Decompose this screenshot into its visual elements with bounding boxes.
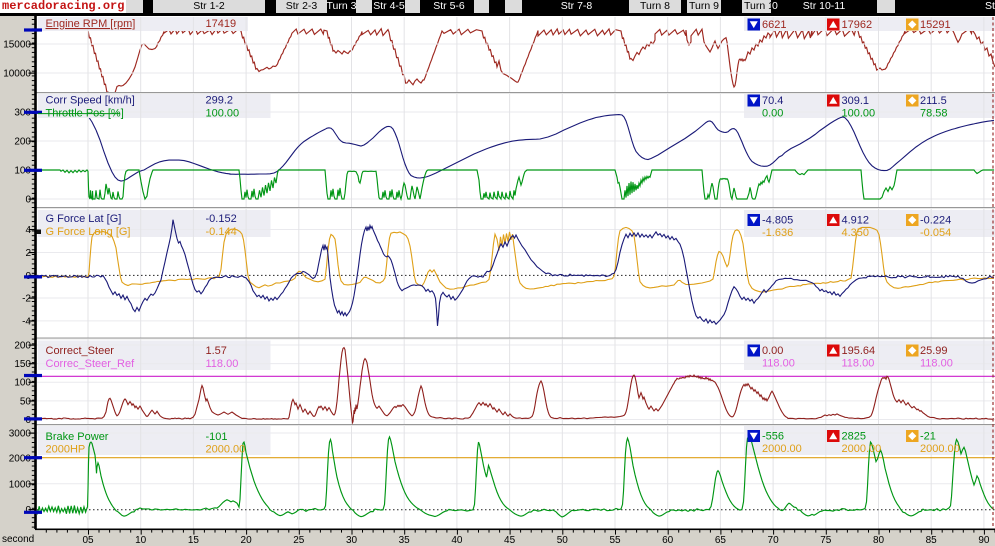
svg-text:-101: -101: [206, 431, 228, 443]
svg-text:-21: -21: [920, 431, 936, 443]
svg-text:25: 25: [293, 535, 305, 546]
svg-text:1.57: 1.57: [206, 345, 227, 357]
svg-text:2825: 2825: [842, 431, 866, 443]
svg-text:118.00: 118.00: [842, 358, 875, 370]
svg-text:Brake Power: Brake Power: [46, 431, 109, 443]
svg-text:50: 50: [557, 535, 569, 546]
svg-text:-1.636: -1.636: [762, 227, 793, 239]
svg-text:70.4: 70.4: [762, 95, 783, 107]
svg-text:-2: -2: [22, 294, 31, 305]
svg-text:2000.00: 2000.00: [920, 443, 960, 455]
svg-text:17962: 17962: [842, 19, 873, 31]
svg-text:10000: 10000: [3, 69, 31, 80]
svg-text:4: 4: [25, 225, 31, 236]
svg-text:90: 90: [978, 535, 990, 546]
svg-text:211.5: 211.5: [920, 95, 947, 107]
svg-text:6621: 6621: [762, 19, 786, 31]
svg-text:3000: 3000: [9, 429, 32, 440]
svg-text:Corr Speed [km/h]: Corr Speed [km/h]: [46, 95, 135, 107]
svg-text:55: 55: [609, 535, 621, 546]
svg-text:2: 2: [25, 248, 31, 259]
svg-text:100.00: 100.00: [206, 108, 240, 120]
svg-text:50: 50: [20, 396, 32, 407]
svg-text:4.350: 4.350: [842, 227, 870, 239]
svg-text:200: 200: [14, 137, 31, 148]
svg-text:60: 60: [662, 535, 674, 546]
svg-text:-0.152: -0.152: [206, 213, 237, 225]
svg-text:second: second: [2, 534, 34, 545]
svg-text:15291: 15291: [920, 19, 951, 31]
svg-text:45: 45: [504, 535, 516, 546]
svg-text:Engine RPM [rpm]: Engine RPM [rpm]: [46, 18, 136, 30]
svg-text:05: 05: [82, 535, 94, 546]
svg-text:300: 300: [14, 108, 31, 119]
svg-text:2000: 2000: [9, 454, 32, 465]
svg-text:20: 20: [241, 535, 253, 546]
svg-text:Correc_Steer_Ref: Correc_Steer_Ref: [46, 358, 136, 370]
svg-text:299.2: 299.2: [206, 95, 234, 107]
svg-text:100: 100: [14, 378, 31, 389]
svg-text:17419: 17419: [206, 18, 237, 30]
svg-text:10: 10: [135, 535, 147, 546]
svg-text:0.00: 0.00: [762, 345, 783, 357]
svg-text:75: 75: [820, 535, 832, 546]
svg-text:118.00: 118.00: [206, 358, 239, 370]
svg-text:2000.00: 2000.00: [762, 443, 802, 455]
svg-text:4.912: 4.912: [842, 215, 870, 227]
svg-text:15000: 15000: [3, 40, 31, 51]
svg-text:309.1: 309.1: [842, 95, 870, 107]
svg-text:118.00: 118.00: [920, 358, 953, 370]
svg-text:1000: 1000: [9, 479, 32, 490]
svg-text:0: 0: [25, 195, 31, 206]
svg-text:-0.054: -0.054: [920, 227, 951, 239]
svg-text:35: 35: [399, 535, 411, 546]
svg-text:195.64: 195.64: [842, 345, 876, 357]
svg-text:40: 40: [451, 535, 463, 546]
svg-text:78.58: 78.58: [920, 108, 948, 120]
svg-text:G Force Long [G]: G Force Long [G]: [46, 226, 131, 238]
svg-text:-4: -4: [22, 316, 31, 327]
svg-text:-0.224: -0.224: [920, 215, 951, 227]
svg-text:-556: -556: [762, 431, 784, 443]
svg-text:150: 150: [14, 359, 31, 370]
svg-text:-0.144: -0.144: [206, 226, 237, 238]
svg-text:200: 200: [14, 341, 31, 352]
svg-text:-4.805: -4.805: [762, 215, 793, 227]
svg-text:2000HP: 2000HP: [46, 444, 86, 456]
svg-text:0: 0: [25, 505, 31, 516]
svg-text:2000.00: 2000.00: [842, 443, 882, 455]
svg-text:30: 30: [346, 535, 358, 546]
svg-text:0.00: 0.00: [762, 108, 783, 120]
svg-text:70: 70: [768, 535, 780, 546]
svg-text:118.00: 118.00: [762, 358, 795, 370]
svg-text:15: 15: [188, 535, 200, 546]
svg-text:Correct_Steer: Correct_Steer: [46, 345, 115, 357]
svg-text:85: 85: [926, 535, 938, 546]
svg-text:2000.00: 2000.00: [206, 444, 246, 456]
svg-text:100.00: 100.00: [842, 108, 876, 120]
svg-text:G Force Lat [G]: G Force Lat [G]: [46, 213, 122, 225]
svg-text:25.99: 25.99: [920, 345, 948, 357]
svg-text:65: 65: [715, 535, 727, 546]
svg-text:80: 80: [873, 535, 885, 546]
svg-text:100: 100: [14, 166, 31, 177]
